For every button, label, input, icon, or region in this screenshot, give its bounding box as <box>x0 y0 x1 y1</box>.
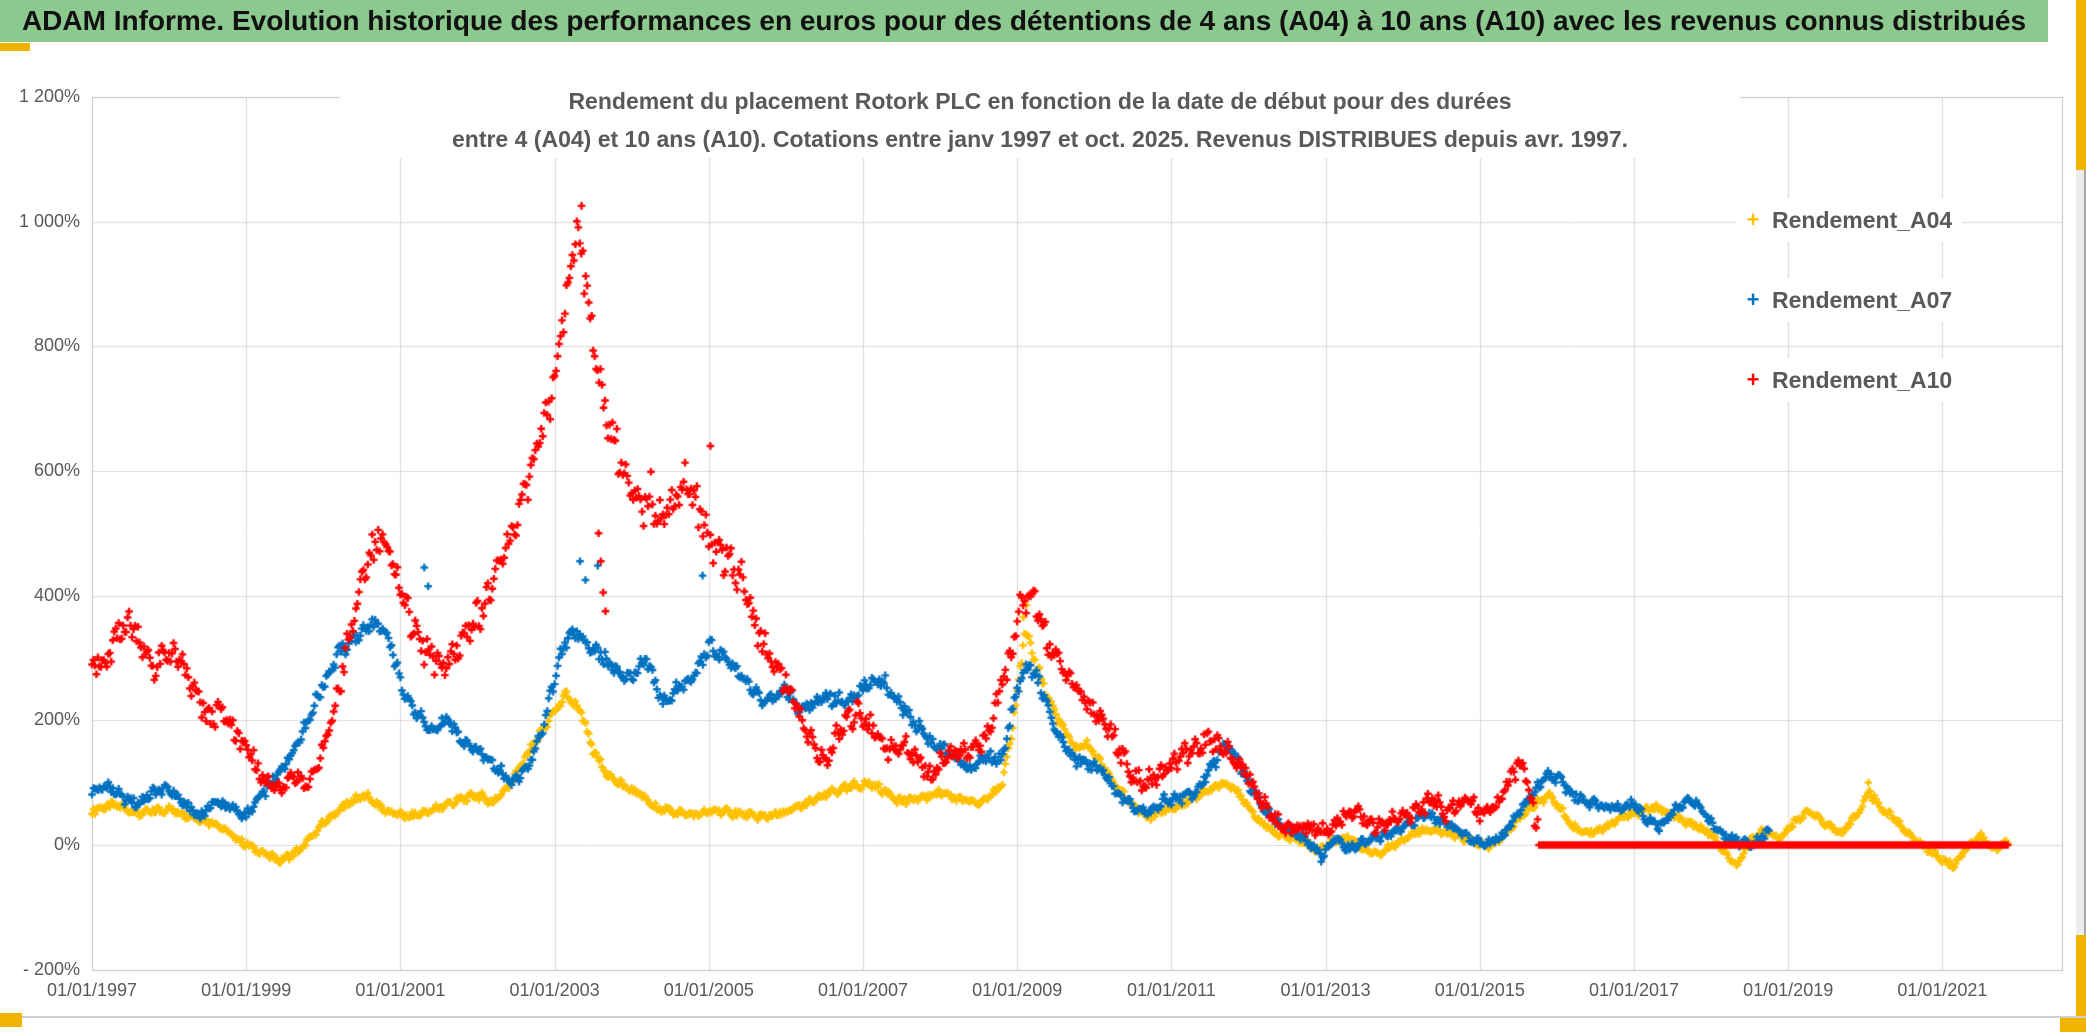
y-tick-label: 1 200% <box>18 85 80 106</box>
y-tick-label: 1 000% <box>18 210 80 231</box>
x-tick-label: 01/01/2005 <box>663 980 754 1000</box>
x-tick-label: 01/01/2013 <box>1280 980 1371 1000</box>
legend-label: Rendement_A04 <box>1772 206 1953 233</box>
x-tick-label: 01/01/2009 <box>972 980 1063 1000</box>
x-tick-label: 01/01/2017 <box>1588 980 1680 1000</box>
legend-item-rendement-a07[interactable]: + Rendement_A07 <box>1736 278 1963 322</box>
x-tick-label: 01/01/2001 <box>355 980 446 1000</box>
y-tick-label: 0% <box>53 834 80 854</box>
x-tick-label: 01/01/2015 <box>1434 980 1525 1000</box>
x-tick-label: 01/01/1997 <box>46 980 138 1000</box>
plus-marker-icon: + <box>1746 207 1760 232</box>
legend-label: Rendement_A10 <box>1772 366 1953 393</box>
legend-label: Rendement_A07 <box>1772 286 1953 313</box>
legend-item-rendement-a10[interactable]: + Rendement_A10 <box>1736 358 1963 402</box>
y-tick-label: 200% <box>33 709 80 730</box>
x-tick-label: 01/01/2021 <box>1897 980 1988 1000</box>
x-tick-label: 01/01/1999 <box>201 980 292 1000</box>
chart-title: Rendement du placement Rotork PLC en fon… <box>340 82 1740 158</box>
chart-title-line2: entre 4 (A04) et 10 ans (A10). Cotations… <box>451 126 1628 152</box>
x-tick-label: 01/01/2019 <box>1743 980 1834 1000</box>
x-tick-label: 01/01/2007 <box>817 980 909 1000</box>
y-tick-label: 600% <box>33 459 80 480</box>
plus-marker-icon: + <box>1746 367 1760 392</box>
chart-title-line1: Rendement du placement Rotork PLC en fon… <box>568 88 1512 114</box>
plus-marker-icon: + <box>1746 287 1760 312</box>
y-tick-label: 400% <box>33 584 80 605</box>
legend-item-rendement-a04[interactable]: + Rendement_A04 <box>1736 198 1963 242</box>
chart-legend: + Rendement_A04 + Rendement_A07 + Rendem… <box>1736 198 1963 438</box>
x-tick-label: 01/01/2003 <box>509 980 600 1000</box>
x-tick-label: 01/01/2011 <box>1127 980 1216 1000</box>
y-tick-label: - 200% <box>22 958 80 979</box>
y-tick-label: 800% <box>33 335 80 356</box>
